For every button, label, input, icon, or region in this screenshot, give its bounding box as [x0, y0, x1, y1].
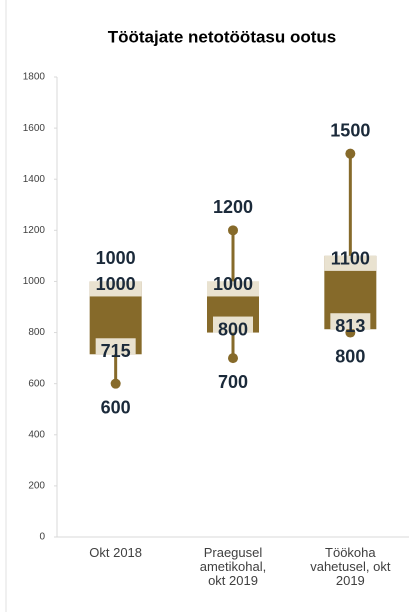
data-label: 800 — [335, 346, 365, 366]
data-label: 715 — [101, 341, 131, 361]
data-label: 800 — [218, 319, 248, 339]
x-tick-label: Töökoha vahetusel, okt 2019 — [310, 545, 391, 588]
x-tick-label: Praegusel ametikohal, okt 2019 — [199, 545, 267, 588]
y-tick-label: 400 — [28, 429, 45, 440]
y-tick-label: 0 — [39, 532, 45, 543]
label-bg — [213, 316, 253, 333]
data-label: 1100 — [331, 249, 370, 269]
label-bg — [95, 338, 136, 355]
min-dot — [345, 327, 356, 338]
y-tick-label: 1600 — [23, 123, 46, 134]
chart-title: Töötajate netotöötasu ootus — [108, 27, 337, 46]
min-dot — [110, 378, 121, 389]
y-tick-label: 1400 — [23, 174, 46, 185]
data-label: 1000 — [213, 274, 253, 294]
data-label: 1000 — [96, 274, 136, 294]
data-label: 1200 — [213, 197, 253, 217]
y-tick-label: 1800 — [23, 72, 46, 83]
min-dot — [228, 353, 238, 364]
data-label: 1500 — [330, 120, 370, 140]
data-label: 1000 — [96, 248, 136, 268]
max-dot — [345, 148, 356, 159]
data-label: 813 — [335, 316, 365, 336]
y-tick-label: 1000 — [23, 276, 46, 287]
label-bg — [207, 281, 259, 297]
label-bg — [89, 281, 142, 297]
max-dot — [228, 225, 238, 236]
y-tick-label: 800 — [28, 327, 45, 338]
y-tick-label: 1200 — [23, 225, 46, 236]
label-bg — [330, 313, 371, 330]
x-tick-label: Okt 2018 — [89, 545, 143, 560]
data-label: 700 — [218, 372, 248, 392]
y-tick-label: 200 — [28, 481, 45, 492]
label-bg — [324, 255, 377, 271]
data-label: 600 — [101, 397, 131, 417]
y-tick-label: 600 — [28, 378, 45, 389]
